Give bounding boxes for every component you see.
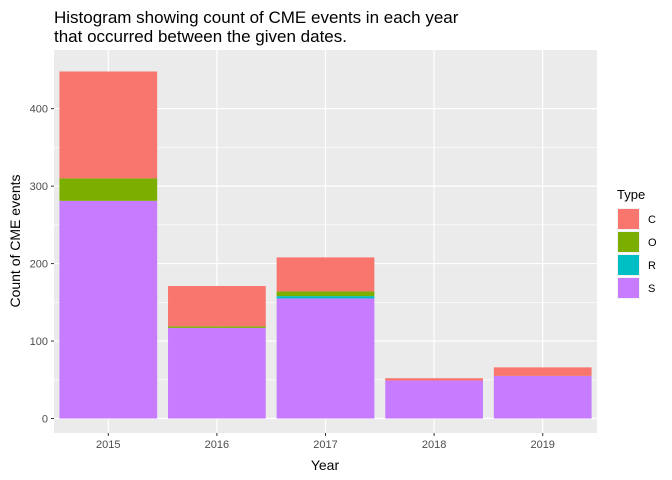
bar-2017-O bbox=[276, 291, 375, 297]
legend-label-S: S bbox=[648, 283, 655, 295]
bar-2016-S bbox=[168, 327, 266, 419]
bar-2016-C bbox=[168, 286, 266, 327]
legend-label-O: O bbox=[648, 237, 657, 249]
y-tick-label: 100 bbox=[30, 336, 48, 348]
x-tick-label: 2015 bbox=[96, 439, 120, 451]
legend-label-C: C bbox=[648, 214, 656, 226]
chart-title: Histogram showing count of CME events in… bbox=[54, 8, 459, 46]
bar-2015-O bbox=[59, 178, 158, 201]
bars bbox=[59, 71, 592, 419]
x-tick-label: 2016 bbox=[205, 439, 229, 451]
legend-swatch-O bbox=[618, 232, 639, 252]
bar-2017-C bbox=[276, 257, 375, 292]
bar-2018-S bbox=[385, 380, 483, 419]
y-tick-label: 200 bbox=[30, 259, 48, 271]
chart-title-line-1: Histogram showing count of CME events in… bbox=[54, 8, 459, 27]
bar-2019-S bbox=[493, 375, 592, 419]
bar-2019-C bbox=[493, 367, 592, 376]
y-axis: 0 100 200 300 400 bbox=[30, 104, 54, 426]
bar-2016-O bbox=[168, 326, 266, 328]
y-tick-label: 0 bbox=[42, 414, 48, 426]
y-tick-label: 400 bbox=[30, 104, 48, 116]
legend-label-R: R bbox=[648, 260, 656, 272]
bar-2018-C bbox=[385, 378, 483, 381]
chart-title-line-2: that occurred between the given dates. bbox=[54, 27, 347, 46]
y-axis-title: Count of CME events bbox=[7, 174, 23, 307]
y-tick-label: 300 bbox=[30, 181, 48, 193]
x-tick-label: 2017 bbox=[313, 439, 337, 451]
bar-2015-C bbox=[59, 71, 158, 179]
x-tick-label: 2018 bbox=[422, 439, 446, 451]
legend-swatch-S bbox=[618, 278, 639, 298]
legend-swatch-C bbox=[618, 209, 639, 229]
x-axis: 2015 2016 2017 2018 2019 bbox=[96, 433, 555, 451]
bar-2015-S bbox=[59, 200, 158, 419]
x-axis-title: Year bbox=[311, 457, 340, 473]
bar-2017-S bbox=[276, 298, 375, 419]
bar-2017-R bbox=[276, 296, 375, 299]
legend-swatch-R bbox=[618, 255, 639, 275]
legend-title: Type bbox=[617, 187, 645, 202]
x-tick-label: 2019 bbox=[530, 439, 554, 451]
